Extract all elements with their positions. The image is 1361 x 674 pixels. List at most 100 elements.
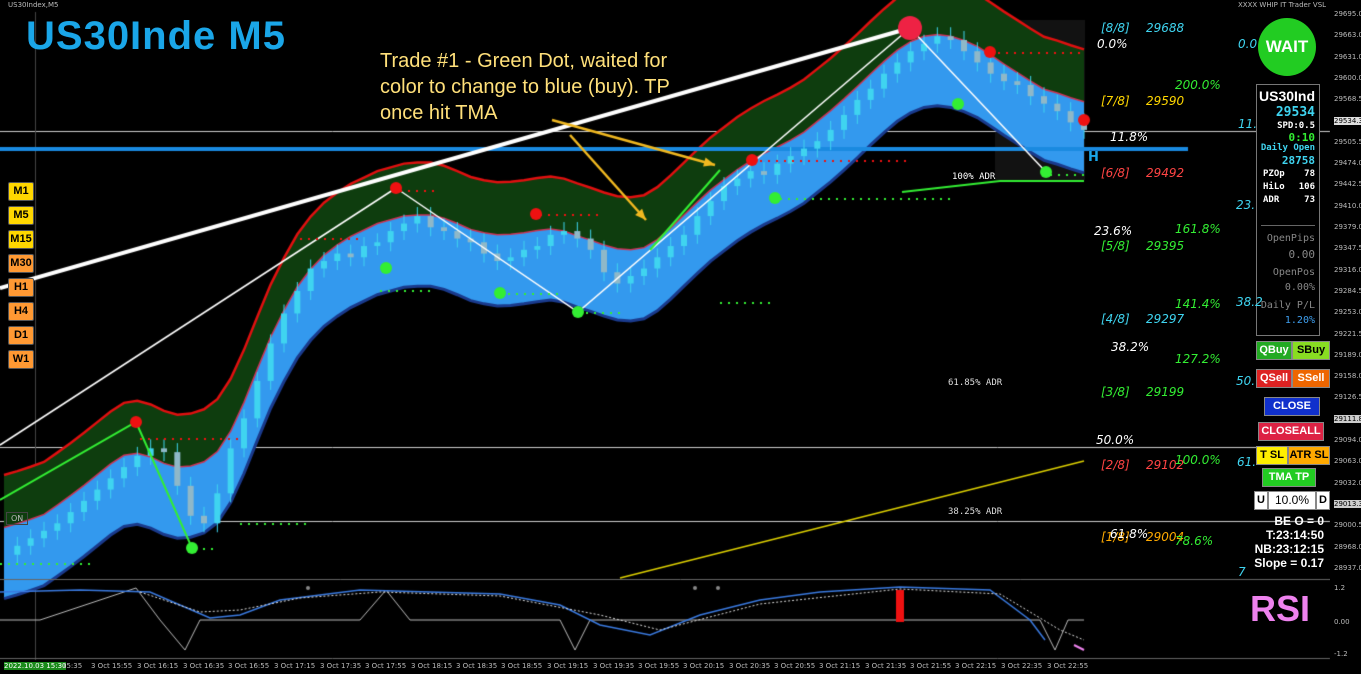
panel-dailypl: 1.20% [1284, 315, 1315, 326]
price-axis-label: 29663.0 [1334, 31, 1361, 40]
time-axis-label: 3 Oct 18:55 [501, 662, 543, 670]
fib-level-left: 50.0% [1096, 433, 1135, 447]
fib-level-far: 0.0 [1238, 37, 1258, 51]
murrey-label: [4/8] [1101, 312, 1130, 326]
time-axis-label: 3 Oct 21:55 [910, 662, 952, 670]
time-axis-label: 3 Oct 16:15 [137, 662, 179, 670]
window-title: US30Index,M5 [8, 1, 59, 9]
murrey-price: 29199 [1146, 385, 1185, 399]
fib-level-left: 0.0% [1097, 37, 1128, 51]
on-toggle[interactable]: ON [6, 512, 29, 525]
fib-level-left: 23.6% [1094, 224, 1133, 238]
price-axis-label: 29158.0 [1334, 372, 1361, 381]
fib-level-right: 78.6% [1175, 534, 1214, 548]
rsi-axis-label: 0.00 [1334, 618, 1350, 626]
panel-row-value: 106 [1298, 182, 1315, 192]
murrey-price: 29395 [1146, 239, 1185, 253]
annotation-line: color to change to blue (buy). TP [380, 76, 670, 98]
panel-row-key: HiLo [1263, 182, 1285, 192]
timeframe-button-h1[interactable]: H1 [8, 278, 34, 297]
qbuy-button[interactable]: QBuy [1256, 341, 1292, 360]
time-axis-label: 3 Oct 20:35 [729, 662, 771, 670]
price-axis [1330, 0, 1361, 674]
timeframe-button-h4[interactable]: H4 [8, 302, 34, 321]
annotation-line: once hit TMA [380, 102, 498, 124]
fib-level-far: 38.2 [1236, 295, 1263, 309]
timeframe-button-m5[interactable]: M5 [8, 206, 34, 225]
atr-sl-button[interactable]: ATR SL [1288, 446, 1330, 465]
fib-level-right: 161.8% [1175, 222, 1221, 236]
risk-value-field[interactable]: 10.0% [1268, 491, 1316, 510]
info-line: NB:23:12:15 [1254, 542, 1324, 556]
panel-price: 29534 [1275, 105, 1315, 120]
time-axis-label: 3 Oct 16:55 [228, 662, 270, 670]
fib-level-right: 127.2% [1175, 352, 1221, 366]
ssell-button[interactable]: SSell [1292, 369, 1330, 388]
chart-title: US30Inde M5 [26, 14, 286, 58]
price-axis-label: 29631.0 [1334, 52, 1361, 61]
sbuy-button[interactable]: SBuy [1292, 341, 1330, 360]
timeframe-button-w1[interactable]: W1 [8, 350, 34, 369]
murrey-label: [8/8] [1101, 21, 1130, 35]
time-axis-label: 3 Oct 22:15 [955, 662, 997, 670]
panel-openpos: 0.00% [1284, 282, 1315, 293]
murrey-price: 29004 [1146, 530, 1185, 544]
time-axis-label: 3 Oct 18:35 [456, 662, 498, 670]
fib-level-right: 141.4% [1175, 297, 1221, 311]
panel-daily-open-label: Daily Open [1260, 143, 1315, 153]
time-axis-label: 3 Oct 22:35 [1001, 662, 1043, 670]
price-axis-label: 29568.5 [1334, 95, 1361, 104]
adr-3825: 38.25% ADR [948, 507, 1003, 517]
info-panel: US30Ind 29534 SPD:0.5 0:10 Daily Open 28… [1256, 84, 1320, 336]
price-axis-label: 29600.0 [1334, 73, 1361, 82]
price-axis-label: 29221.5 [1334, 329, 1361, 338]
trailing-sl-button[interactable]: T SL [1256, 446, 1288, 465]
murrey-price: 29297 [1146, 312, 1185, 326]
time-axis-label: 3 Oct 21:15 [819, 662, 861, 670]
price-axis-label: 29474.0 [1334, 159, 1361, 168]
timeframe-button-m15[interactable]: M15 [8, 230, 34, 249]
risk-up-button[interactable]: U [1254, 491, 1268, 510]
close-button[interactable]: CLOSE [1264, 397, 1320, 416]
fib-level-left: 61.8% [1110, 527, 1149, 541]
timeframe-button-m30[interactable]: M30 [8, 254, 34, 273]
price-axis-label: 29442.5 [1334, 180, 1361, 189]
fib-level-far: 50. [1236, 374, 1256, 388]
time-axis-label: 3 Oct 20:55 [774, 662, 816, 670]
info-line: T:23:14:50 [1265, 528, 1324, 542]
price-axis-label: 29505.5 [1334, 137, 1361, 146]
panel-daily-open: 28758 [1281, 154, 1315, 167]
time-axis-label: 3 Oct 21:35 [865, 662, 907, 670]
annotation-line: Trade #1 - Green Dot, waited for [380, 50, 668, 72]
price-axis-label: 29253.0 [1334, 308, 1361, 317]
adr-6185: 61.85% ADR [948, 378, 1003, 388]
price-axis-label: 29284.5 [1334, 286, 1361, 295]
panel-timer: 0:10 [1288, 131, 1316, 144]
qsell-button[interactable]: QSell [1256, 369, 1292, 388]
tma-tp-button[interactable]: TMA TP [1262, 468, 1316, 487]
time-axis-label: 3 Oct 19:55 [638, 662, 680, 670]
time-axis-label: 3 Oct 19:15 [547, 662, 589, 670]
panel-row-key: PZOp [1263, 169, 1285, 179]
time-axis-label: 3 Oct 17:35 [320, 662, 362, 670]
h-label: H [1088, 150, 1099, 165]
rsi-axis-label: 1.2 [1334, 584, 1346, 592]
time-axis-label: 3 Oct 20:15 [683, 662, 725, 670]
murrey-price: 29102 [1146, 458, 1185, 472]
timeframe-button-m1[interactable]: M1 [8, 182, 34, 201]
timeframe-button-d1[interactable]: D1 [8, 326, 34, 345]
trade-annotation: Trade #1 - Green Dot, waited for color t… [380, 48, 740, 126]
fib-level-far: 11. [1238, 117, 1258, 131]
time-axis-label: 3 Oct 17:55 [365, 662, 407, 670]
fib-level-far: 7 [1238, 565, 1246, 579]
fib-level-left: 11.8% [1110, 130, 1149, 144]
time-axis-label: 3 Oct 22:55 [1047, 662, 1089, 670]
risk-control: U 10.0% D [1254, 491, 1330, 510]
closeall-button[interactable]: CLOSEALL [1258, 422, 1324, 441]
price-axis-label: 29094.0 [1334, 436, 1361, 444]
price-axis-label: 29126.5 [1334, 393, 1361, 402]
panel-row-value: 78 [1304, 169, 1315, 179]
risk-down-button[interactable]: D [1316, 491, 1330, 510]
adr-100: 100% ADR [952, 172, 996, 182]
